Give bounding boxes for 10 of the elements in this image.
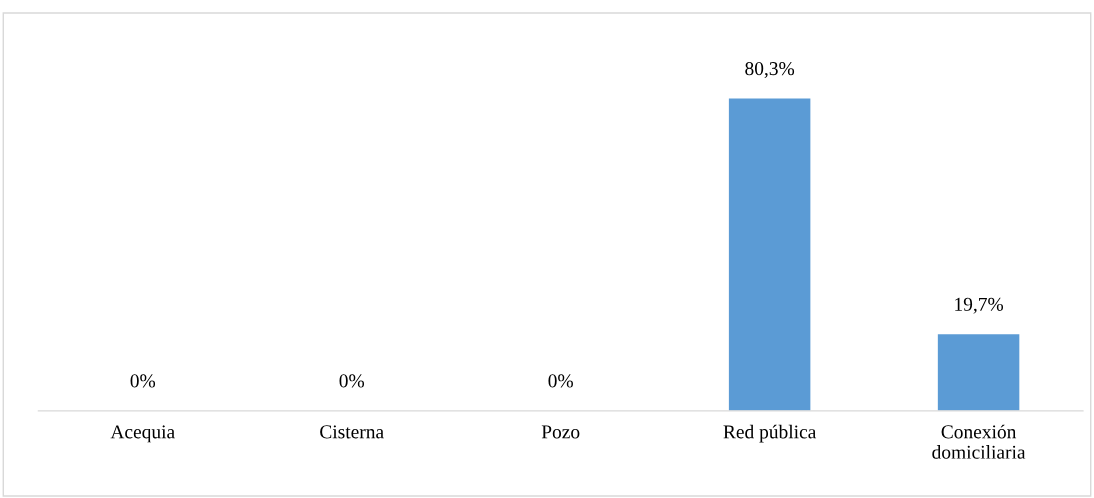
x-tick-label: Pozo — [541, 425, 580, 439]
x-tick-label: Red pública — [723, 424, 817, 443]
data-label: 80,3% — [745, 62, 795, 78]
data-label: 0% — [339, 374, 365, 388]
data-label: 0% — [548, 374, 573, 388]
data-label: 0% — [130, 374, 156, 388]
x-tick-label: Acequia — [110, 425, 175, 443]
data-label: 19,7% — [955, 297, 1004, 314]
x-tick-label: Cisterna — [320, 425, 384, 439]
x-tick-label: Conexión domiciliaria — [932, 424, 1026, 459]
